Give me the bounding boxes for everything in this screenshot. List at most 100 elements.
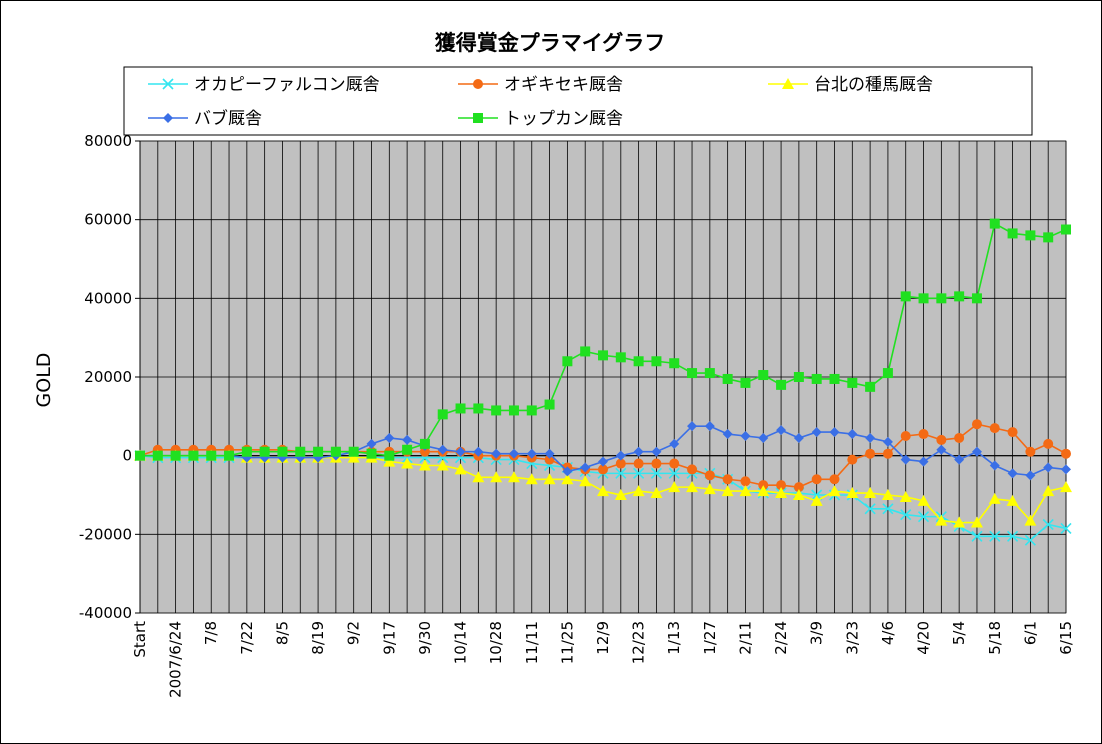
data-point-diamond: [687, 421, 698, 432]
data-point-square: [971, 293, 982, 304]
data-point-triangle: [490, 471, 503, 483]
data-point-circle: [989, 423, 1000, 434]
data-point-diamond: [722, 429, 733, 440]
data-point-triangle: [1060, 481, 1072, 493]
data-point-circle: [1025, 446, 1036, 457]
data-point-triangle: [454, 463, 467, 475]
data-point-x: [971, 530, 983, 542]
data-point-diamond: [829, 427, 840, 438]
x-tick-label: 12/9: [594, 621, 612, 655]
data-point-square: [188, 450, 199, 461]
data-point-circle: [1043, 438, 1054, 449]
data-point-diamond: [598, 456, 608, 467]
data-point-square: [277, 446, 288, 457]
data-point-x: [917, 511, 930, 523]
y-tick-label: 40000: [84, 289, 132, 307]
data-point-diamond: [971, 446, 982, 457]
data-point-square: [954, 291, 965, 302]
data-point-triangle: [525, 473, 538, 485]
data-point-square: [366, 448, 377, 459]
data-point-diamond: [163, 113, 173, 123]
data-point-diamond: [811, 427, 822, 438]
x-tick-label: 2007/6/24: [167, 621, 185, 698]
data-point-square: [829, 373, 840, 384]
data-point-square: [295, 446, 306, 457]
data-point-circle: [722, 474, 733, 485]
data-point-circle: [651, 458, 662, 469]
data-point-triangle: [970, 516, 983, 528]
y-tick-label: 80000: [84, 132, 132, 150]
data-point-diamond: [402, 434, 413, 445]
y-tick-label: 20000: [84, 368, 132, 386]
data-point-circle: [793, 482, 804, 493]
data-point-diamond: [491, 448, 502, 459]
data-point-circle: [419, 446, 430, 457]
data-point-triangle: [988, 492, 1001, 504]
x-tick-label: 6/15: [1057, 621, 1075, 655]
data-point-triangle: [1006, 494, 1019, 506]
data-point-triangle: [846, 487, 859, 499]
data-point-x: [900, 509, 912, 521]
data-point-diamond: [526, 448, 537, 459]
legend-item: 台北の種馬厩舎: [768, 75, 933, 95]
x-tick-label: 12/23: [630, 621, 648, 664]
y-tick-label: 0: [122, 447, 132, 465]
data-point-x: [1042, 518, 1054, 531]
data-point-triangle: [782, 78, 794, 89]
x-tick-label: 3/9: [808, 621, 826, 645]
data-point-square: [206, 450, 217, 461]
y-axis-label: GOLD: [33, 353, 55, 408]
data-point-square: [989, 218, 1000, 229]
legend-label: 台北の種馬厩舎: [814, 75, 933, 95]
data-point-square: [135, 450, 145, 461]
data-point-triangle: [668, 481, 681, 493]
data-point-circle: [704, 470, 715, 481]
x-tick-label: 2/11: [736, 621, 754, 655]
data-point-triangle: [953, 516, 966, 528]
data-point-circle: [847, 454, 858, 465]
data-point-square: [865, 381, 876, 392]
data-point-x: [1007, 530, 1019, 542]
data-point-diamond: [651, 446, 662, 457]
data-point-square: [598, 350, 608, 361]
data-point-circle: [633, 458, 644, 469]
data-point-triangle: [383, 455, 396, 467]
data-point-circle: [900, 431, 911, 441]
data-point-circle: [598, 464, 608, 475]
data-point-triangle: [507, 471, 520, 483]
data-point-circle: [1007, 427, 1018, 438]
x-tick-label: 11/25: [558, 621, 576, 664]
data-point-x: [1060, 522, 1072, 534]
x-tick-label: 1/13: [665, 621, 683, 655]
data-point-diamond: [918, 456, 929, 467]
data-point-square: [704, 368, 715, 379]
series-5: [135, 218, 1071, 461]
legend-label: オカピーファルコン厩舎: [194, 75, 380, 95]
data-point-triangle: [1042, 485, 1055, 497]
data-point-diamond: [900, 454, 911, 465]
data-point-triangle: [757, 485, 770, 497]
data-point-square: [241, 446, 252, 457]
y-tick-label: -40000: [79, 604, 132, 622]
data-point-triangle: [828, 485, 841, 497]
data-point-circle: [865, 448, 876, 459]
data-point-triangle: [632, 485, 645, 497]
data-point-square: [936, 293, 947, 304]
data-point-square: [508, 405, 519, 416]
data-point-diamond: [1043, 462, 1054, 473]
x-tick-label: 1/27: [701, 621, 719, 655]
data-point-x: [615, 467, 627, 479]
data-point-square: [1025, 230, 1036, 241]
x-tick-label: Start: [131, 621, 149, 658]
x-tick-label: 8/5: [273, 621, 291, 645]
data-point-triangle: [561, 473, 574, 485]
x-tick-label: 7/22: [238, 621, 256, 655]
data-point-square: [882, 368, 893, 379]
data-point-square: [918, 293, 929, 304]
data-point-circle: [918, 429, 929, 440]
data-point-triangle: [418, 459, 431, 471]
data-point-square: [776, 379, 787, 390]
data-point-square: [1061, 224, 1071, 235]
